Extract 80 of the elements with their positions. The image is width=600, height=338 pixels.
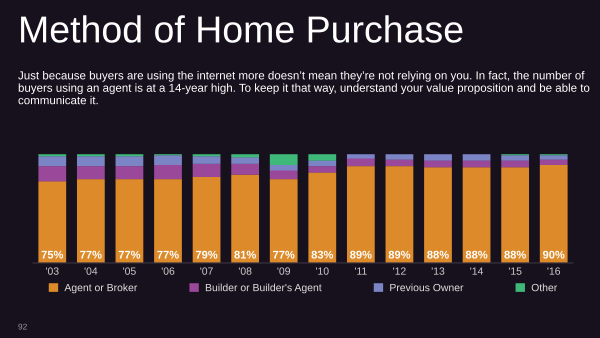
bar xyxy=(231,154,260,158)
text: 92 xyxy=(18,324,27,330)
bar xyxy=(540,165,568,263)
bar xyxy=(308,154,336,161)
bar xyxy=(346,158,375,166)
bar xyxy=(231,157,260,164)
data-label: 79% xyxy=(196,250,218,259)
x-tick-label: '06 xyxy=(162,267,174,275)
data-label: 88% xyxy=(466,250,488,259)
bar xyxy=(386,166,414,263)
data-label: 90% xyxy=(542,250,565,259)
bar xyxy=(192,156,220,164)
bar xyxy=(424,160,452,168)
bar xyxy=(76,166,105,180)
data-label: 77% xyxy=(157,250,179,259)
x-tick-label: '03 xyxy=(46,267,59,275)
data-label: 81% xyxy=(234,250,256,259)
data-label: 75% xyxy=(42,250,64,259)
x-tick-label: '14 xyxy=(470,268,484,275)
chart-title: Method of Home Purchase xyxy=(21,15,462,43)
bar xyxy=(116,179,144,263)
bar xyxy=(270,154,298,166)
bar xyxy=(76,179,105,263)
bar xyxy=(462,167,490,263)
bar xyxy=(154,155,182,166)
bar xyxy=(76,156,105,166)
bar xyxy=(424,154,452,161)
bar xyxy=(231,174,260,263)
data-label: 88% xyxy=(504,250,526,259)
x-tick-label: '11 xyxy=(354,268,367,275)
data-label: 89% xyxy=(350,250,372,259)
bar xyxy=(386,154,414,160)
bar xyxy=(116,156,144,166)
x-tick-label: '16 xyxy=(547,267,560,275)
bar xyxy=(38,166,66,182)
bar xyxy=(308,166,336,173)
bar xyxy=(424,167,452,263)
legend-label: Builder or Builder's Agent xyxy=(206,284,322,294)
x-tick-label: '10 xyxy=(316,267,329,275)
data-label: 77% xyxy=(273,250,295,259)
bar xyxy=(501,167,530,263)
data-label: 77% xyxy=(80,250,102,259)
bar xyxy=(501,160,530,168)
legend-label: Other xyxy=(532,284,558,292)
bar xyxy=(540,155,568,160)
bar xyxy=(154,179,182,263)
data-label: 88% xyxy=(427,250,449,259)
bar xyxy=(270,170,298,180)
bar xyxy=(501,155,530,161)
bar xyxy=(386,160,414,166)
bar xyxy=(38,156,66,166)
legend-label: Previous Owner xyxy=(390,284,464,292)
x-tick-label: '05 xyxy=(123,267,136,275)
bar xyxy=(308,172,336,263)
bar xyxy=(116,166,144,180)
x-tick-label: '04 xyxy=(84,267,98,275)
x-tick-label: '08 xyxy=(238,267,252,275)
bar xyxy=(346,154,375,158)
x-tick-label: '07 xyxy=(200,267,213,275)
x-tick-label: '13 xyxy=(432,267,444,275)
bar xyxy=(154,165,182,180)
data-label: 83% xyxy=(312,250,334,259)
x-tick-label: '15 xyxy=(508,268,522,275)
bar xyxy=(346,166,375,263)
bar xyxy=(192,176,220,263)
data-label: 77% xyxy=(118,250,140,259)
x-tick-label: '12 xyxy=(393,267,406,275)
bar xyxy=(270,165,298,170)
bar xyxy=(192,164,220,177)
bar xyxy=(270,179,298,263)
data-label: 89% xyxy=(388,250,410,259)
legend-label: Agent or Broker xyxy=(64,284,138,294)
x-tick-label: '09 xyxy=(277,267,290,275)
bar xyxy=(231,164,260,175)
bar xyxy=(462,154,490,161)
chart-subtitle: Just because buyers are using the internet more doesn’t mean they’re not relying on you. In fact, the number of buyers using an agent is at a 14-year high. To keep it that way, understand your value proposition and be able to communicate it. xyxy=(18,70,590,104)
bar xyxy=(308,160,336,166)
bar xyxy=(38,181,66,263)
bar xyxy=(540,160,568,166)
bar xyxy=(462,160,490,168)
